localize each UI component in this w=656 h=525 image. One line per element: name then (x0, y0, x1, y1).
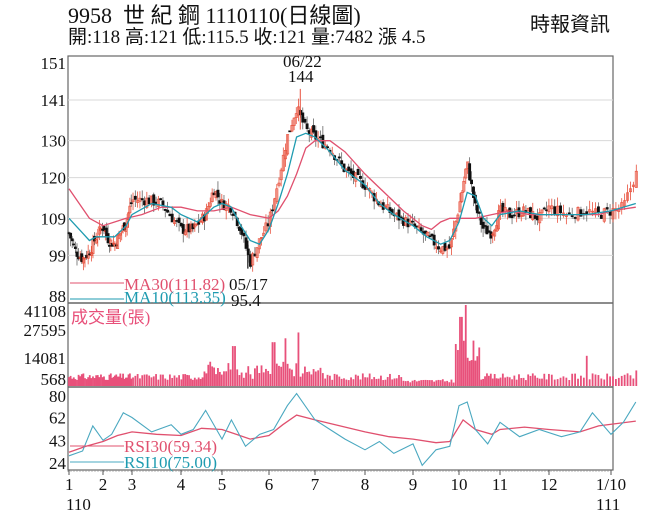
chart-title: 9958 世 紀 鋼 1110110(日線圖) (68, 3, 361, 28)
ma10-legend-label: MA10(113.35) (124, 288, 226, 307)
svg-text:43: 43 (49, 431, 66, 450)
svg-text:110: 110 (66, 495, 91, 514)
svg-text:14081: 14081 (24, 349, 67, 368)
svg-text:24: 24 (49, 454, 67, 473)
svg-text:109: 109 (41, 209, 67, 228)
svg-text:151: 151 (41, 54, 67, 73)
low-value-label: 95.4 (231, 291, 261, 310)
low-date-label: 05/17 (229, 275, 268, 294)
chart-frames (67, 55, 614, 471)
svg-text:9: 9 (409, 475, 418, 494)
volume-legend-label: 成交量(張) (71, 308, 150, 327)
price-gridlines (68, 99, 613, 256)
svg-text:27595: 27595 (24, 321, 67, 340)
svg-text:10: 10 (451, 475, 468, 494)
svg-text:7: 7 (311, 475, 320, 494)
svg-text:2: 2 (99, 475, 108, 494)
x-axis-labels: 1 2 3 4 5 6 7 8 9 10 11 12 1/10110 111 (65, 470, 626, 514)
svg-text:6: 6 (265, 475, 274, 494)
svg-text:80: 80 (49, 387, 66, 406)
svg-text:3: 3 (128, 475, 137, 494)
svg-text:4: 4 (177, 475, 186, 494)
svg-text:8: 8 (361, 475, 370, 494)
rsi10-legend-label: RSI10(75.00) (124, 453, 217, 472)
ma30-legend-label: MA30(111.82) (124, 275, 225, 294)
svg-text:12: 12 (541, 475, 558, 494)
svg-text:41108: 41108 (24, 302, 66, 321)
svg-text:130: 130 (41, 132, 67, 151)
svg-text:88: 88 (49, 287, 66, 306)
svg-text:141: 141 (41, 91, 67, 110)
ohlc-summary: 開:118 高:121 低:115.5 收:121 量:7482 漲 4.5 (68, 27, 426, 48)
ma30-line (68, 140, 636, 231)
volume-bars (68, 305, 638, 386)
candlesticks (67, 88, 638, 272)
ma10-line (68, 132, 636, 246)
source-label: 時報資訊 (530, 14, 610, 36)
svg-text:11: 11 (492, 475, 508, 494)
svg-text:62: 62 (49, 409, 66, 428)
high-date-label: 06/22 (283, 52, 322, 71)
svg-text:1: 1 (65, 475, 74, 494)
svg-text:99: 99 (49, 246, 66, 265)
rsi30-line (68, 414, 636, 453)
svg-text:120: 120 (41, 169, 67, 188)
svg-text:1/10: 1/10 (596, 475, 626, 494)
rsi10-line (68, 392, 637, 467)
svg-text:111: 111 (596, 495, 620, 514)
rsi30-legend-label: RSI30(59.34) (124, 437, 217, 456)
high-value-label: 144 (288, 67, 314, 86)
svg-text:568: 568 (41, 370, 67, 389)
svg-text:5: 5 (218, 475, 227, 494)
